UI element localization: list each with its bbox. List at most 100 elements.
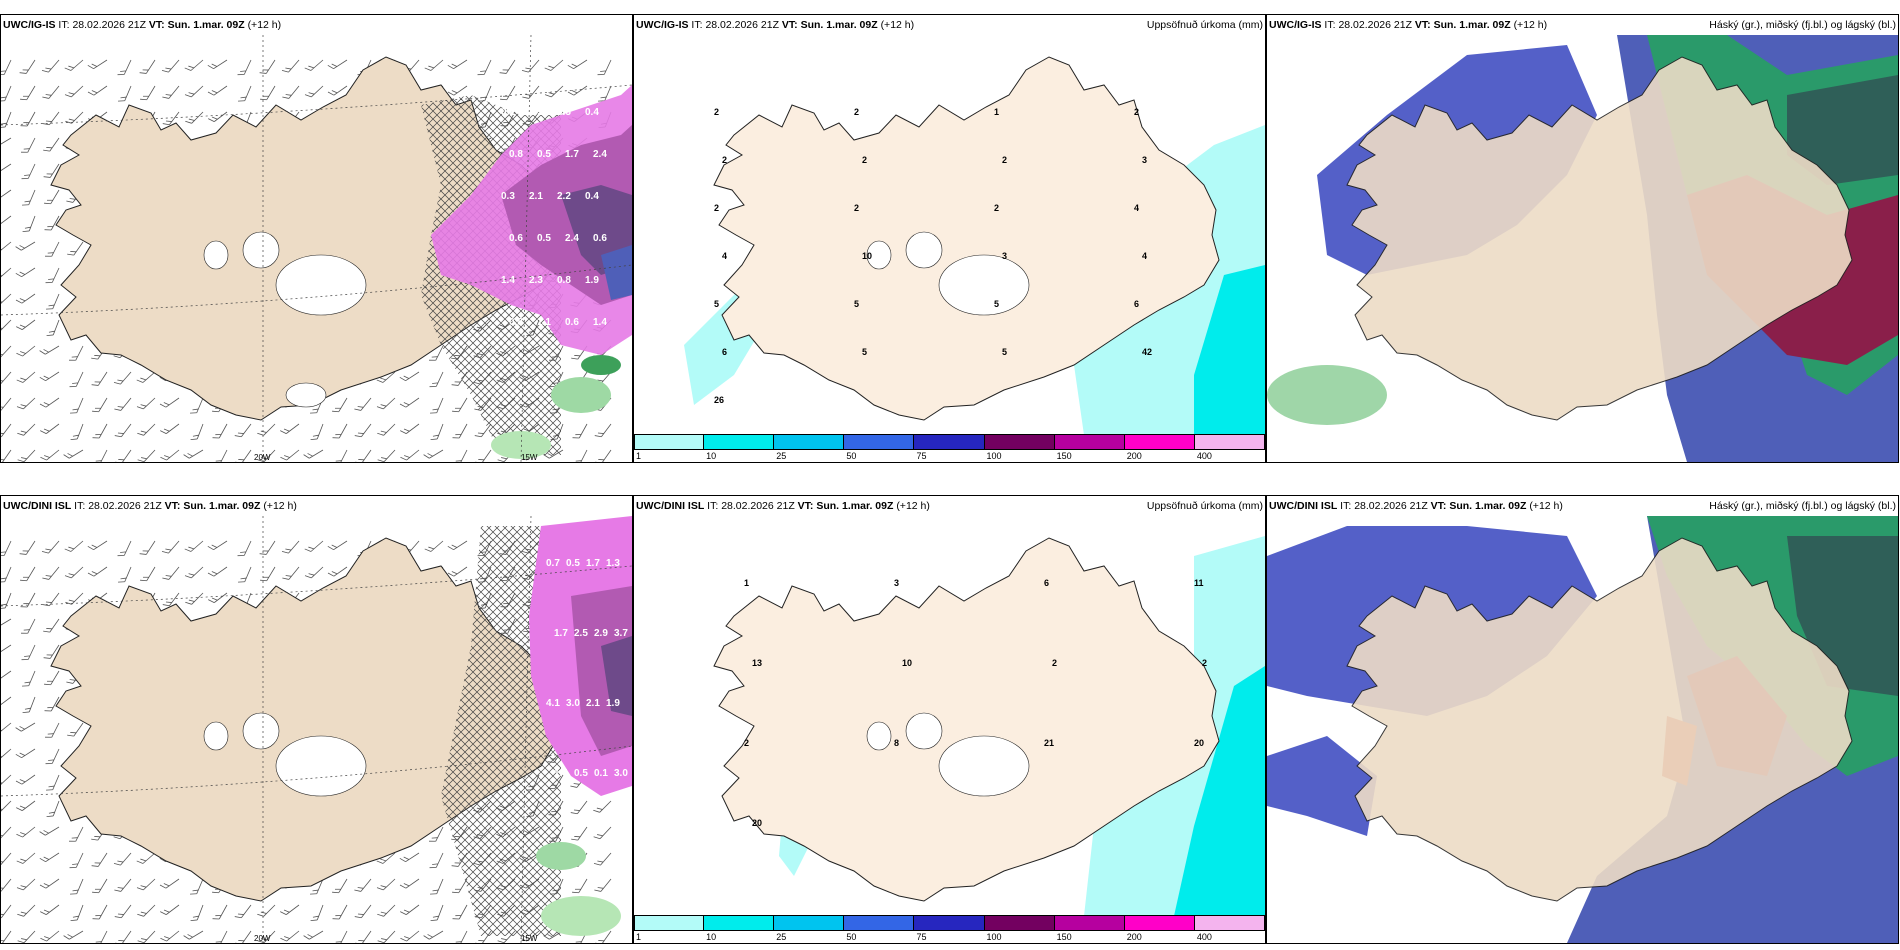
value-label: 0.4 [585,191,599,202]
colorbar-label: 10 [706,451,717,461]
panel-header: UWC/IG-IS IT: 28.02.2026 21Z VT: Sun. 1.… [1269,19,1548,31]
cloud-map-panel-top: UWC/IG-IS IT: 28.02.2026 21Z VT: Sun. 1.… [1266,14,1899,463]
colorbar-segment [704,434,775,450]
value-label: 2 [714,203,719,213]
value-label: 3.0 [566,698,580,709]
value-label: 2.1 [529,191,543,202]
value-label: 2 [994,203,999,213]
colorbar-segment [984,434,1055,450]
value-label: 10 [902,658,912,668]
value-label: 4 [1134,203,1139,213]
value-label: 42 [1142,347,1152,357]
lon-label: 20W [254,934,271,943]
colorbar-segment [914,434,985,450]
value-label: 4 [1142,251,1147,261]
colorbar-segment [1124,915,1195,931]
colorbar-segment [844,434,915,450]
value-label: 1.3 [606,558,620,569]
colorbar-label: 50 [846,451,857,461]
colorbar-segment [1054,915,1125,931]
value-label: 1.9 [585,275,599,286]
value-label: 2.1 [586,698,600,709]
colorbar-segment [1124,434,1195,450]
colorbar-label: 10 [706,932,717,942]
value-label: 1.7 [554,628,568,639]
value-label: 5 [862,347,867,357]
colorbar-label: 200 [1126,451,1142,461]
value-label: 0.8 [557,275,571,286]
lon-label: 15W [521,934,538,943]
colorbar-segment [634,434,705,450]
colorbar-segment [1054,434,1125,450]
value-label: 2.9 [594,628,608,639]
wind-map-panel-top: UWC/IG-IS IT: 28.02.2026 21Z VT: Sun. 1.… [0,14,633,463]
value-label: 1.4 [501,275,515,286]
colorbar-label: 400 [1196,932,1212,942]
colorbar-label: 25 [776,451,787,461]
value-label: 3.0 [614,768,628,779]
value-label: 5 [714,299,719,309]
cloud-map [1267,35,1898,462]
colorbar-segment [634,915,705,931]
value-label: 0.5 [574,768,588,779]
value-label: 0.7 [546,558,560,569]
value-label: 0.4 [585,107,599,118]
value-label: 1.7 [565,149,579,160]
colorbar-label: 100 [986,932,1002,942]
value-label: 4.1 [546,698,560,709]
value-label: 0.6 [565,317,579,328]
value-label: 20 [752,818,762,828]
value-label: 3.7 [614,628,628,639]
colorbar-label: 150 [1056,451,1072,461]
value-label: 2 [862,155,867,165]
value-label: 4 [722,251,727,261]
panel-header: UWC/DINI ISL IT: 28.02.2026 21Z VT: Sun.… [3,500,297,512]
value-label: 2 [1134,107,1139,117]
value-label: 1.4 [593,317,607,328]
value-label: 1 [744,578,749,588]
value-label: 1.4 [554,768,568,779]
value-label: 0.5 [529,107,543,118]
value-label: 0.6 [509,233,523,244]
cloud-map [1267,516,1898,943]
value-label: 0.2 [501,107,515,118]
value-label: 1.7 [586,558,600,569]
value-label: 1 [994,107,999,117]
value-label: 6 [722,347,727,357]
colorbar-segment [704,915,775,931]
value-label: 1.9 [606,698,620,709]
colorbar-label: 1 [636,451,642,461]
wind-map: 0.7 0.5 1.7 1.3 1.7 2.5 2.9 3.7 4.1 3.0 2.1 1.9 1.4 0… [1,515,632,943]
precip-title: Uppsöfnuð úrkoma (mm) [1146,500,1263,512]
value-label: 3 [1142,155,1147,165]
value-label: 13 [752,658,762,668]
value-label: 21 [1044,738,1054,748]
colorbar-segment [844,915,915,931]
precip-map-panel-top: UWC/IG-IS IT: 28.02.2026 21Z VT: Sun. 1.… [633,14,1266,463]
colorbar-label: 100 [986,451,1002,461]
value-label: 0.8 [509,317,523,328]
value-label: 3 [894,578,899,588]
value-label: 6 [1044,578,1049,588]
value-label: 6 [1134,299,1139,309]
colorbar-segment [774,434,845,450]
value-label: 5 [854,299,859,309]
colorbar: 1 10 25 50 75 100 150 200 400 [634,434,1265,462]
value-label: 26 [714,395,724,405]
value-label: 0.3 [501,191,515,202]
value-label: 2 [1002,155,1007,165]
value-label: 10 [862,251,872,261]
value-label: 2.5 [574,628,588,639]
colorbar: 1 10 25 50 75 100 150 200 400 [634,915,1265,943]
colorbar-label: 200 [1126,932,1142,942]
colorbar-segment [914,915,985,931]
panel-header: UWC/DINI ISL IT: 28.02.2026 21Z VT: Sun.… [636,500,930,512]
value-label: 2 [714,107,719,117]
value-label: 0.6 [593,233,607,244]
colorbar-label: 75 [916,451,927,461]
value-label: 3 [1002,251,1007,261]
cloud-map-panel-bottom: UWC/DINI ISL IT: 28.02.2026 21Z VT: Sun.… [1266,495,1899,944]
value-label: 2 [854,203,859,213]
value-label: 0.5 [537,149,551,160]
